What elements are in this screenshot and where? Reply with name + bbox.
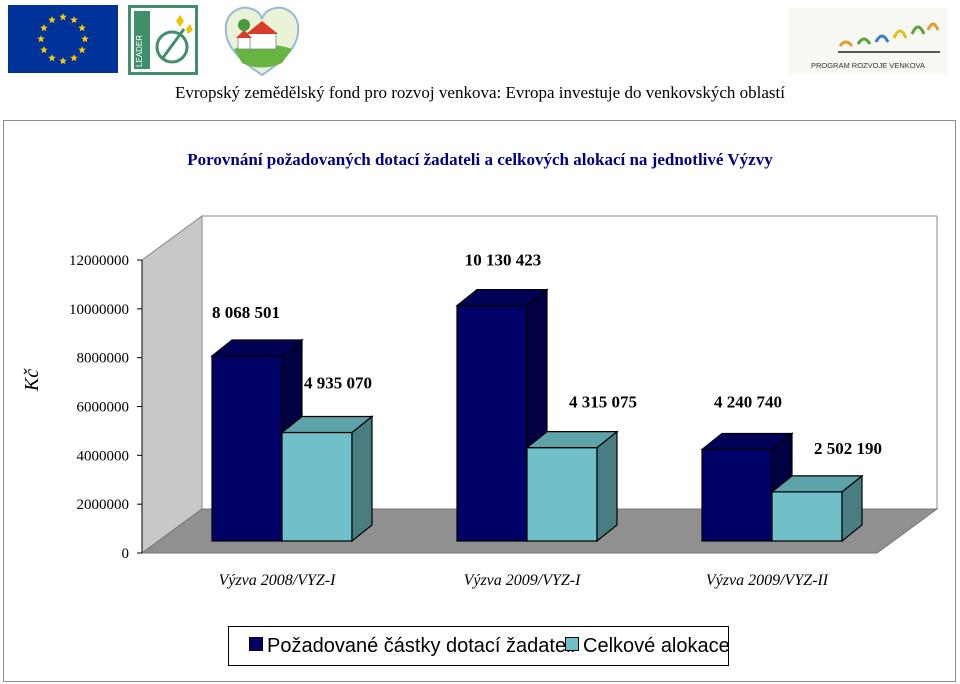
data-label: 4 240 740 (714, 392, 782, 411)
legend-swatch-requested (249, 637, 263, 651)
bar (280, 415, 374, 543)
x-tick-label: Výzva 2009/VYZ-I (464, 572, 582, 589)
bar-front (701, 448, 773, 542)
y-tick-label: 0 (122, 546, 130, 562)
legend-label-requested: Požadované částky dotací žadateli (267, 635, 575, 657)
x-axis: Výzva 2008/VYZ-I Výzva 2009/VYZ-I Výzva 20… (219, 572, 829, 589)
y-axis: 0 2000000 4000000 6000000 8000000 10000000 120… (69, 253, 143, 562)
legend-label-allocations: Celkové alokace (583, 635, 730, 657)
eu-star-icon (48, 54, 56, 62)
bar-front (211, 355, 283, 542)
bar (770, 474, 864, 543)
bar-top (770, 475, 864, 493)
bar-top (280, 415, 374, 434)
bar-top (700, 432, 794, 451)
eu-star-icon (70, 54, 78, 62)
prv-logo-text: PROGRAM ROZVOJE VENKOVA (811, 61, 925, 70)
y-tick-label: 4000000 (77, 448, 130, 464)
header-text: Evropský zemědělský fond pro rozvoj venk… (175, 83, 785, 102)
leader-logo-text: LEADER (135, 35, 144, 67)
bar-front (526, 447, 598, 542)
x-tick-label: Výzva 2009/VYZ-II (706, 572, 829, 589)
data-label: 10 130 423 (465, 251, 542, 270)
legend: Požadované částky dotací žadateli Celkov… (228, 626, 730, 666)
village-heart-logo-icon (224, 6, 300, 77)
bar-front (771, 491, 843, 542)
eu-star-icon (37, 35, 45, 43)
logo-strip: LEADER PROGRAM ROZVOJE VENKOVA (0, 0, 960, 80)
bar-front (456, 305, 528, 542)
eu-star-icon (40, 46, 48, 54)
eu-star-icon (70, 15, 78, 24)
eu-star-icon (48, 15, 56, 24)
data-label: 8 068 501 (212, 303, 280, 322)
eu-star-icon (59, 13, 67, 21)
chart-title: Porovnání požadovaných dotací žadateli a… (187, 150, 773, 169)
bar (455, 288, 549, 543)
data-label: 2 502 190 (814, 439, 882, 458)
data-label: 4 315 075 (569, 393, 637, 412)
chart-frame (3, 120, 956, 682)
y-tick-label: 10000000 (69, 302, 129, 318)
eu-flag-icon (8, 5, 118, 73)
bar-side (351, 415, 373, 543)
legend-item-requested: Požadované částky dotací žadateli (249, 635, 575, 657)
data-labels: 8 068 501 4 935 070 10 130 423 4 315 075 4 2… (212, 251, 882, 458)
leader-logo-icon: LEADER (128, 5, 198, 75)
data-label: 4 935 070 (304, 374, 372, 393)
x-tick-label: Výzva 2008/VYZ-I (219, 572, 337, 589)
bar-top (525, 431, 619, 449)
legend-item-allocations: Celkové alokace (565, 635, 730, 657)
side-wall (141, 215, 203, 554)
bar (525, 430, 619, 543)
eu-star-icon (40, 24, 48, 32)
y-tick-label: 12000000 (69, 253, 129, 269)
eu-star-icon (78, 46, 86, 54)
y-tick-label: 2000000 (77, 497, 130, 513)
bar-front (281, 431, 353, 542)
bar-top (455, 289, 549, 307)
eu-star-icon (59, 57, 67, 65)
legend-swatch-allocations (565, 637, 579, 651)
bars (210, 288, 864, 543)
program-rozvoje-venkova-logo-icon: PROGRAM ROZVOJE VENKOVA (788, 8, 948, 74)
eu-star-icon (81, 35, 89, 43)
y-tick-label: 8000000 (77, 351, 130, 367)
y-tick-label: 6000000 (77, 400, 130, 416)
eu-star-icon (78, 24, 86, 32)
bar-top (210, 339, 304, 357)
y-axis-label: Kč (21, 368, 43, 392)
bar-side (596, 430, 618, 543)
